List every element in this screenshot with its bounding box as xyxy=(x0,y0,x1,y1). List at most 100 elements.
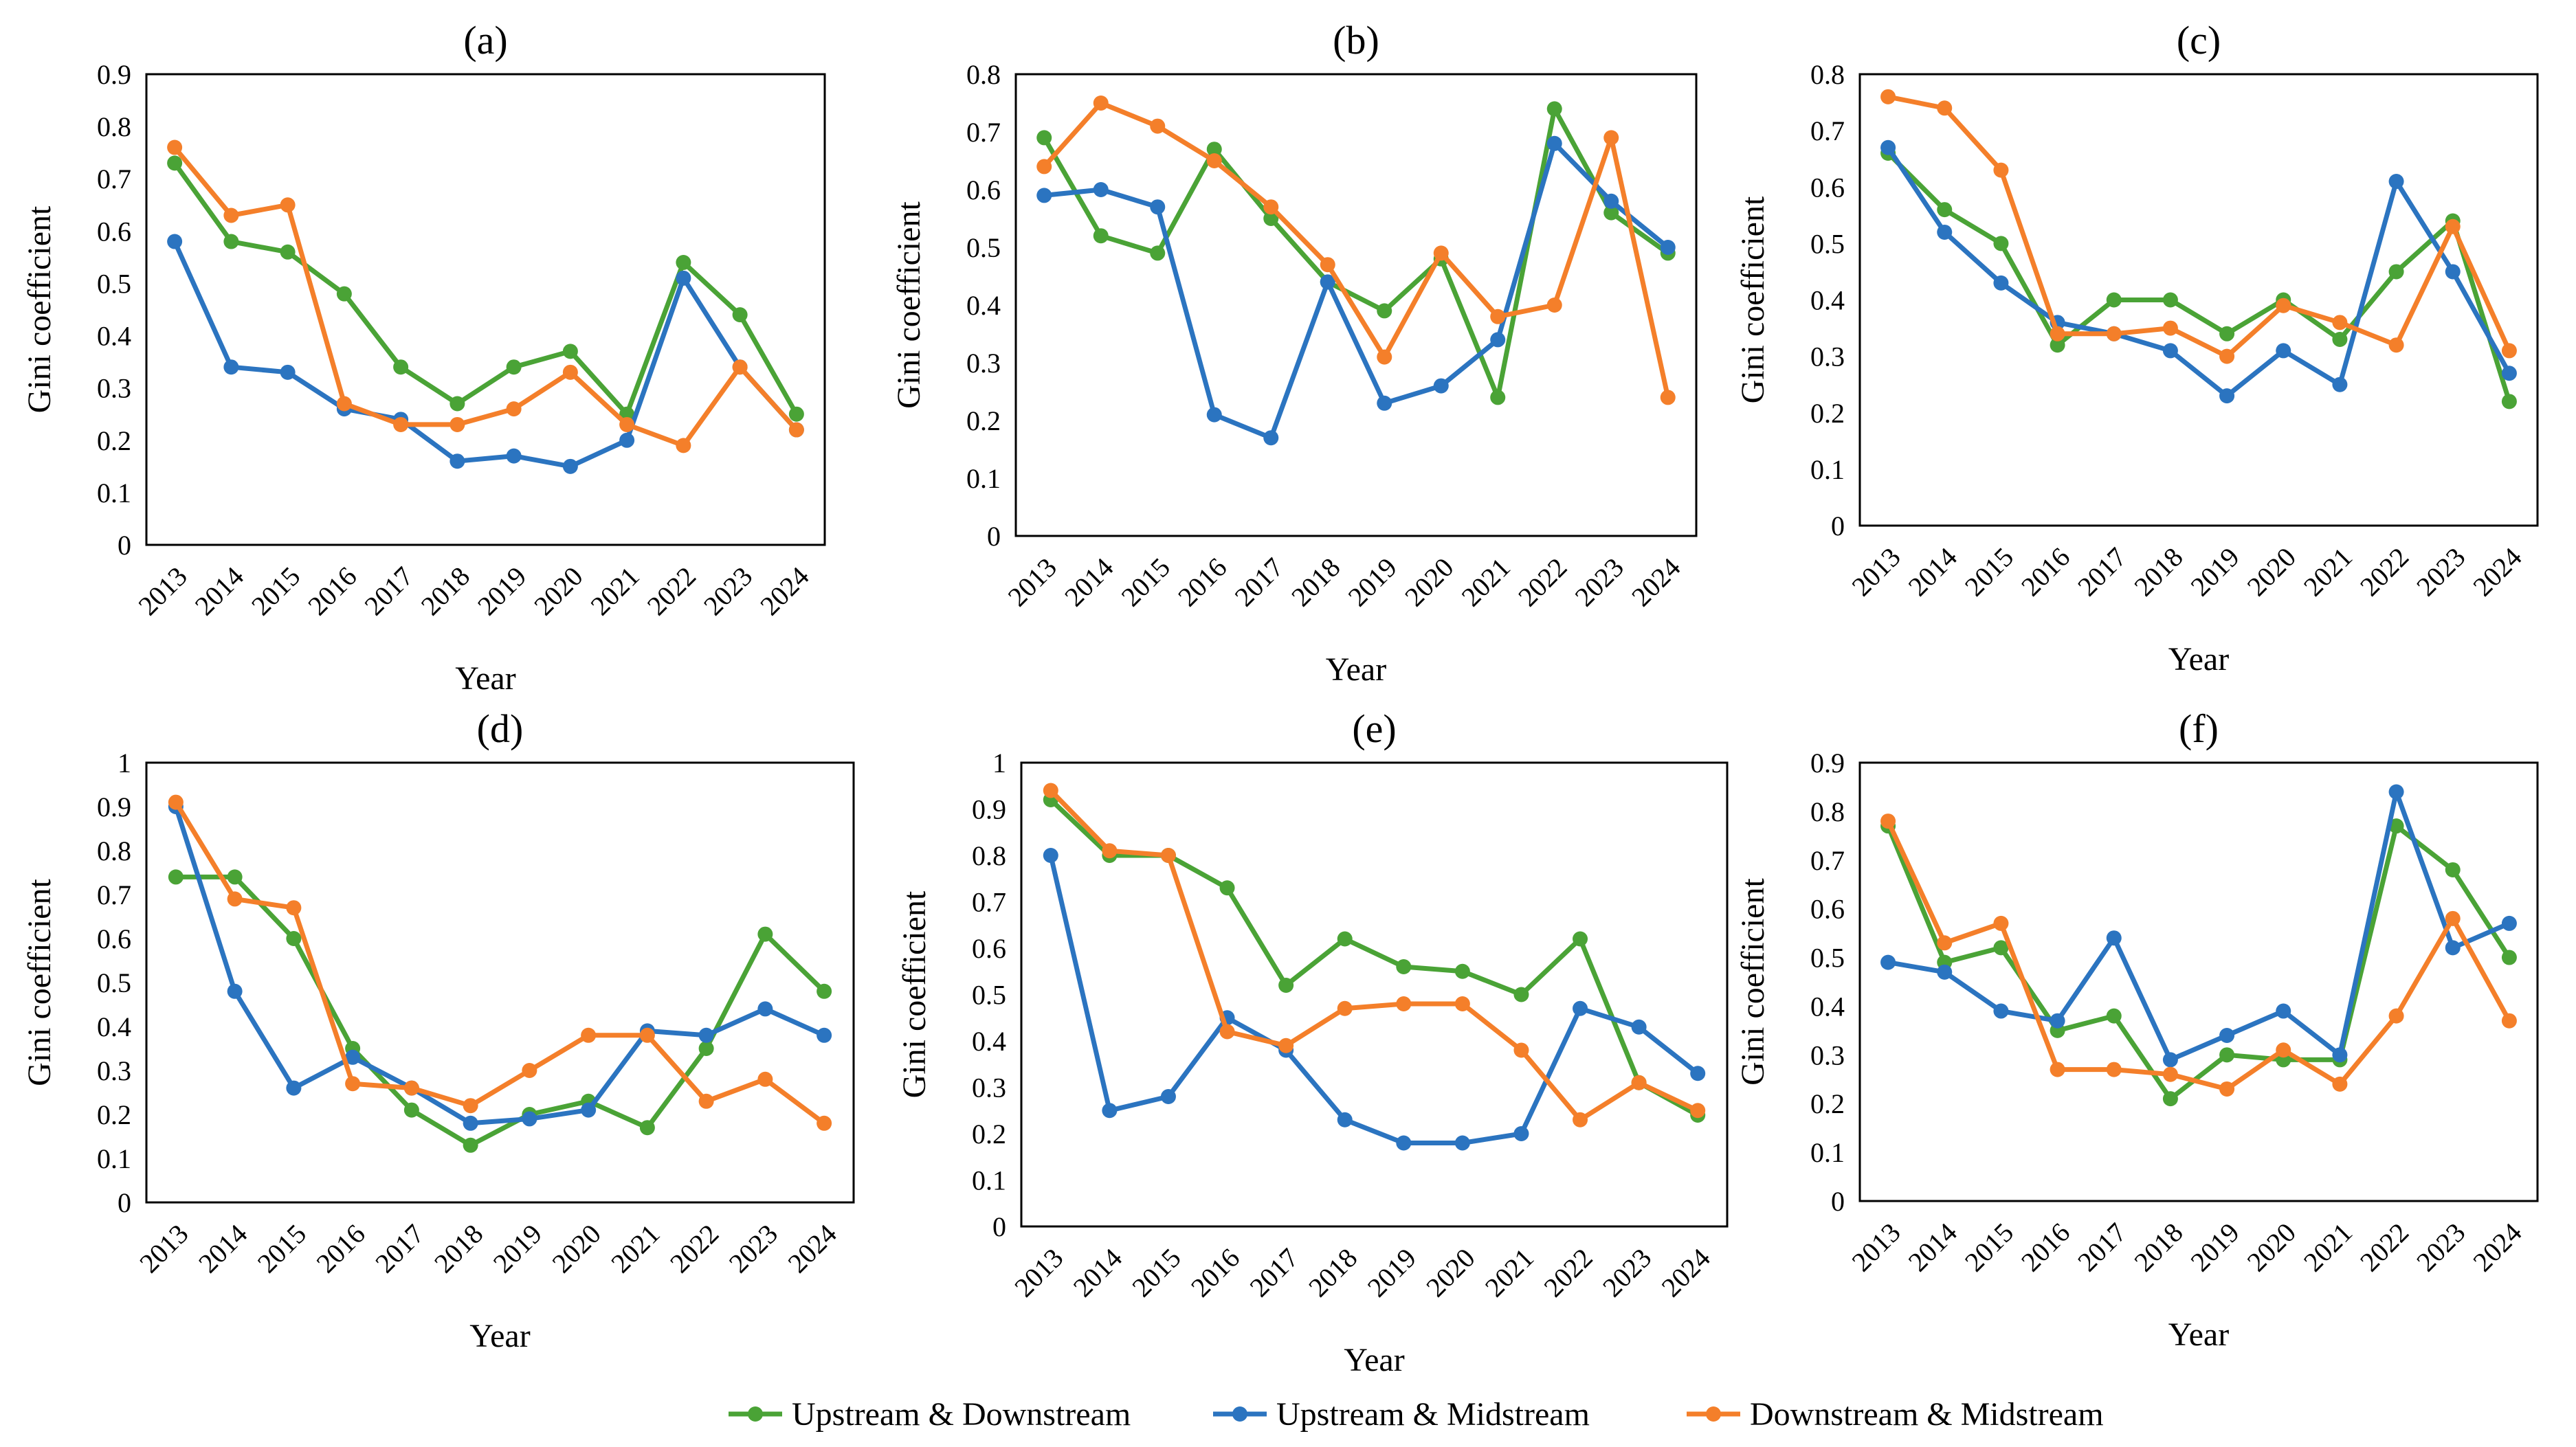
y-tick-label: 0.4 xyxy=(966,290,1001,321)
y-tick-label: 0.6 xyxy=(97,216,131,247)
plot-frame xyxy=(1858,761,2539,1202)
data-point xyxy=(506,448,522,464)
data-point xyxy=(280,197,296,213)
x-tick-label: 2024 xyxy=(2467,541,2527,602)
data-point xyxy=(1690,1103,1706,1119)
data-point xyxy=(1396,996,1412,1011)
data-point xyxy=(286,1080,302,1096)
legend-label: Upstream & Downstream xyxy=(792,1396,1131,1433)
data-point xyxy=(817,1115,832,1131)
x-tick-label: 2016 xyxy=(1185,1242,1245,1303)
data-point xyxy=(581,1102,597,1118)
x-tick-label: 2017 xyxy=(2072,541,2132,602)
data-point xyxy=(1993,1003,2009,1019)
data-point xyxy=(1546,101,1562,117)
y-tick-label: 0.9 xyxy=(97,792,131,822)
data-point xyxy=(1490,390,1506,405)
data-point xyxy=(2050,337,2065,353)
data-point xyxy=(1036,188,1052,203)
x-tick-label: 2013 xyxy=(133,1218,194,1279)
series-line xyxy=(1048,855,1700,1145)
x-tick-label: 2015 xyxy=(252,1218,312,1279)
y-tick-label: 0.1 xyxy=(972,1165,1006,1196)
y-tick-label: 0 xyxy=(992,1211,1006,1242)
plot-frame xyxy=(145,73,826,546)
x-tick-label: 2017 xyxy=(358,561,419,621)
x-axis-title: Year xyxy=(455,660,515,697)
data-point xyxy=(1937,202,1953,218)
chart-legend: Upstream & Downstream Upstream & Midstrea… xyxy=(729,1396,2104,1433)
x-tick-label: 2020 xyxy=(1420,1242,1480,1303)
data-point xyxy=(1278,1037,1294,1053)
data-point xyxy=(1093,96,1109,111)
data-point xyxy=(1603,130,1619,146)
data-point xyxy=(2050,1013,2065,1029)
data-point xyxy=(698,1041,714,1056)
x-tick-label: 2017 xyxy=(1229,552,1289,612)
data-point xyxy=(1454,1135,1470,1151)
data-point xyxy=(2276,1042,2291,1058)
y-tick-label: 0.6 xyxy=(966,175,1001,205)
data-point xyxy=(1396,1135,1412,1151)
x-tick-label: 2019 xyxy=(2184,541,2245,602)
data-point xyxy=(393,359,409,375)
data-point xyxy=(1631,1075,1647,1090)
x-tick-label: 2023 xyxy=(1597,1242,1657,1303)
data-point xyxy=(1993,915,2009,931)
data-point xyxy=(1454,963,1470,979)
data-point xyxy=(1278,978,1294,993)
data-point xyxy=(1206,407,1222,423)
y-tick-label: 0.8 xyxy=(1810,59,1845,90)
legend-swatch-marker xyxy=(1232,1406,1247,1422)
x-tick-label: 2020 xyxy=(2241,1217,2302,1277)
data-point xyxy=(1320,274,1335,290)
series-line xyxy=(1885,820,2511,1092)
data-point xyxy=(227,983,243,999)
data-point xyxy=(1546,135,1562,151)
y-tick-label: 0.3 xyxy=(97,373,131,404)
data-point xyxy=(2388,337,2404,353)
y-axis-title: Gini coefficient xyxy=(896,890,933,1098)
y-tick-label: 1 xyxy=(992,748,1006,778)
data-point xyxy=(1102,1103,1118,1119)
x-tick-label: 2024 xyxy=(781,1218,842,1279)
data-point xyxy=(2388,784,2404,800)
data-point xyxy=(2332,1047,2348,1063)
y-tick-label: 0 xyxy=(118,530,131,561)
y-tick-label: 0.4 xyxy=(97,1011,131,1042)
y-tick-label: 0.5 xyxy=(1810,228,1845,259)
data-point xyxy=(286,900,302,916)
series-line xyxy=(173,805,825,1126)
data-point xyxy=(757,926,773,942)
plot-frame xyxy=(1858,73,2539,527)
y-axis-title: Gini coefficient xyxy=(1735,878,1771,1086)
x-tick-label: 2022 xyxy=(641,561,702,621)
chart-panel: (b) 0 0.1 0.2 0.3 0.4 0.5 0.6 0.7 0.8 201320142015… xyxy=(891,18,1698,688)
data-point xyxy=(449,416,465,432)
data-point xyxy=(1337,1112,1353,1128)
data-point xyxy=(2276,298,2291,313)
data-point xyxy=(167,234,183,249)
series-line xyxy=(173,800,826,1125)
data-point xyxy=(336,396,352,412)
y-tick-label: 0.4 xyxy=(972,1026,1006,1057)
data-point xyxy=(522,1111,537,1127)
data-point xyxy=(1660,390,1676,405)
data-point xyxy=(788,422,804,438)
legend-item: Downstream & Midstream xyxy=(1687,1396,2104,1433)
data-point xyxy=(2106,292,2122,308)
y-tick-label: 0.9 xyxy=(97,59,131,90)
y-tick-label: 0.8 xyxy=(966,59,1001,90)
data-point xyxy=(1603,193,1619,209)
x-tick-label: 2016 xyxy=(1172,552,1232,612)
data-point xyxy=(2445,218,2461,234)
data-point xyxy=(1263,430,1279,446)
y-tick-label: 0.4 xyxy=(97,321,131,352)
data-point xyxy=(2445,940,2461,956)
x-tick-label: 2013 xyxy=(1845,541,1906,602)
data-point xyxy=(2445,862,2461,877)
data-point xyxy=(1150,118,1166,134)
series-line xyxy=(1049,789,1699,1123)
x-tick-label: 2021 xyxy=(1456,552,1516,612)
data-point xyxy=(2050,1062,2065,1077)
